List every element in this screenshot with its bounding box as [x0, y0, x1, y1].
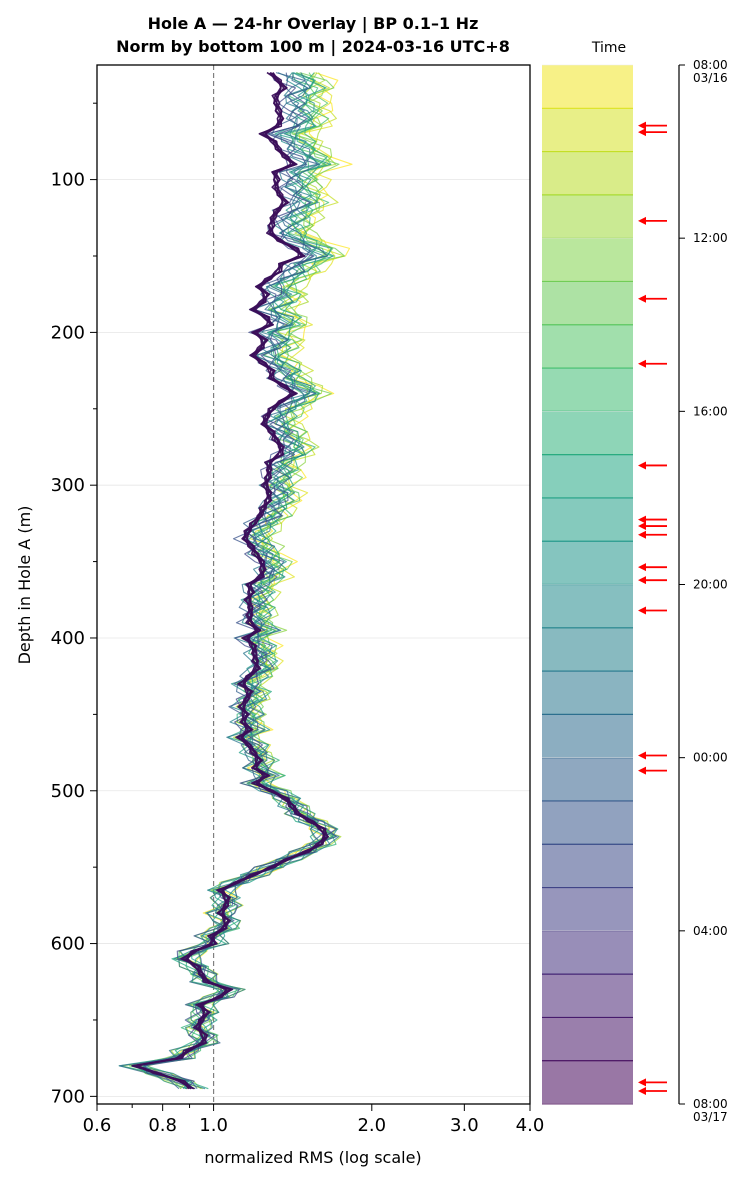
event-arrow-head	[638, 294, 646, 303]
colorbar-band	[542, 714, 633, 759]
colorbar-band	[542, 671, 633, 715]
series-line	[128, 72, 346, 1090]
x-tick-label: 1.0	[199, 1115, 228, 1136]
colorbar-band	[542, 974, 633, 1018]
y-tick-label: 200	[51, 322, 85, 343]
series-line	[136, 71, 330, 1090]
colorbar-band	[542, 1060, 633, 1105]
colorbar-band	[542, 368, 633, 412]
colorbar-band	[542, 65, 633, 109]
event-arrow-head	[638, 216, 646, 225]
x-axis-ticks: 0.6 0.8 1.0 2.0 3.0 4.0	[83, 1104, 545, 1136]
event-arrow-head	[638, 121, 646, 130]
y-tick-label: 500	[51, 781, 85, 802]
grid-lines	[97, 179, 530, 1097]
colorbar-band	[542, 454, 633, 499]
colorbar-band	[542, 800, 633, 845]
colorbar-band	[542, 757, 633, 802]
colorbar-band	[542, 1017, 633, 1062]
title-block: Hole A — 24-hr Overlay | BP 0.1–1 Hz Nor…	[116, 14, 510, 57]
event-arrows	[638, 121, 667, 1096]
colorbar-band	[542, 108, 633, 153]
y-axis-ticks: 100 200 300 400 500 600 700	[51, 102, 97, 1107]
x-tick-label: 4.0	[516, 1115, 545, 1136]
event-arrow-head	[638, 563, 646, 572]
series-line	[139, 72, 353, 1090]
series-line	[145, 72, 337, 1090]
chart-title: Hole A — 24-hr Overlay | BP 0.1–1 Hz	[148, 14, 479, 34]
time-tick-label: 00:00	[693, 751, 728, 765]
plot-frame	[96, 64, 531, 1105]
colorbar: Time 08:0003/1612:0016:0020:0000:0004:00…	[542, 40, 728, 1124]
colorbar-band	[542, 281, 633, 326]
series-line	[118, 72, 335, 1089]
event-arrow-head	[638, 530, 646, 539]
event-arrow-head	[638, 576, 646, 585]
chart-subtitle: Norm by bottom 100 m | 2024-03-16 UTC+8	[116, 37, 510, 57]
colorbar-band	[542, 627, 633, 672]
time-tick-date: 03/17	[693, 1110, 728, 1124]
event-arrow-head	[638, 766, 646, 775]
event-arrow-head	[638, 1078, 646, 1087]
time-tick-label: 08:00	[693, 1097, 728, 1111]
colorbar-band	[542, 541, 633, 585]
colorbar-band	[542, 238, 633, 282]
time-tick-date: 03/16	[693, 71, 728, 85]
event-arrow-head	[638, 515, 646, 524]
time-tick-label: 20:00	[693, 578, 728, 592]
colorbar-band	[542, 497, 633, 542]
x-axis-label: normalized RMS (log scale)	[204, 1148, 421, 1167]
y-tick-label: 300	[51, 475, 85, 496]
series-line	[133, 72, 326, 1090]
event-arrow-head	[638, 606, 646, 615]
colorbar-band	[542, 887, 633, 932]
colorbar-band	[542, 930, 633, 975]
plot-area: 0.6 0.8 1.0 2.0 3.0 4.0 100 200 300 400 500 600 700…	[15, 64, 545, 1167]
event-arrow-head	[638, 461, 646, 470]
x-tick-label: 3.0	[450, 1115, 479, 1136]
series-line	[142, 72, 335, 1090]
series-line	[143, 72, 340, 1090]
x-tick-label: 2.0	[357, 1115, 386, 1136]
event-arrow-head	[638, 128, 646, 137]
series-line	[142, 72, 332, 1090]
time-tick-label: 08:00	[693, 58, 728, 72]
event-arrow-head	[638, 1087, 646, 1096]
colorbar-band	[542, 324, 633, 369]
series-line	[133, 72, 337, 1090]
series-lines	[118, 71, 353, 1090]
series-line	[135, 72, 336, 1090]
y-tick-label: 400	[51, 628, 85, 649]
y-axis-label: Depth in Hole A (m)	[15, 506, 34, 665]
event-arrow-head	[638, 359, 646, 368]
colorbar-band	[542, 151, 633, 196]
y-tick-label: 100	[51, 170, 85, 191]
y-tick-label: 600	[51, 934, 85, 955]
x-tick-label: 0.8	[148, 1115, 177, 1136]
time-tick-label: 12:00	[693, 231, 728, 245]
time-axis-ticks: 08:0003/1612:0016:0020:0000:0004:0008:00…	[542, 58, 728, 1124]
event-arrow-head	[638, 522, 646, 531]
event-arrow-head	[638, 751, 646, 760]
colorbar-band	[542, 584, 633, 629]
colorbar-band	[542, 844, 633, 889]
series-line	[132, 72, 327, 1090]
series-line	[131, 72, 337, 1090]
series-line	[135, 72, 338, 1090]
colorbar-band	[542, 194, 633, 239]
time-tick-label: 04:00	[693, 924, 728, 938]
y-tick-label: 700	[51, 1086, 85, 1107]
colorbar-band	[542, 411, 633, 456]
colorbar-label: Time	[591, 40, 626, 56]
x-tick-label: 0.6	[83, 1115, 112, 1136]
time-tick-label: 16:00	[693, 404, 728, 418]
series-line	[131, 72, 339, 1090]
series-line	[144, 72, 337, 1090]
